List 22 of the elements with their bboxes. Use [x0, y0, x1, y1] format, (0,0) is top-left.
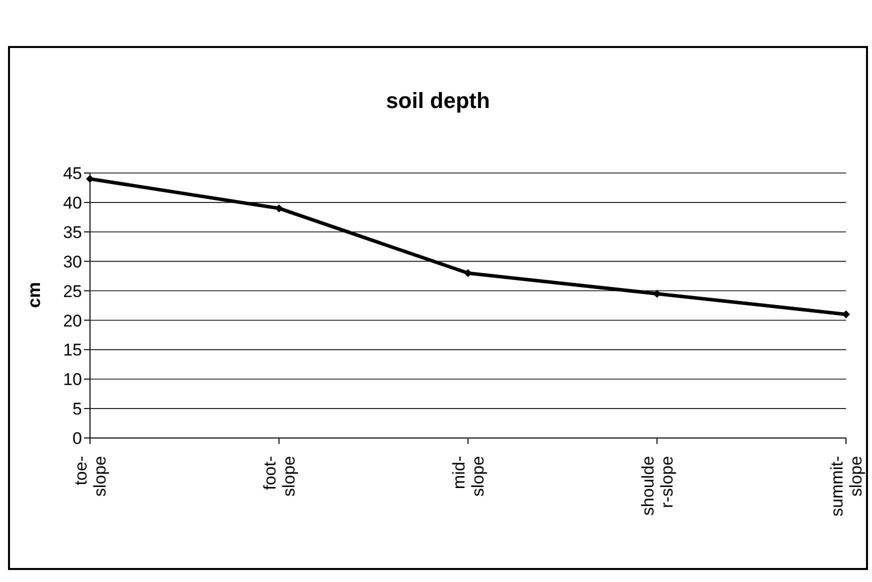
y-tick-label: 15: [63, 340, 82, 360]
y-tick-label: 30: [63, 252, 82, 272]
y-tick-label: 40: [63, 193, 82, 212]
chart-title: soil depth: [385, 88, 491, 114]
y-tick-label: 35: [63, 222, 82, 242]
y-tick-label: 45: [63, 164, 82, 184]
x-tick-label: mid- slope: [450, 456, 488, 497]
x-tick-label: shoulde r-slope: [638, 456, 676, 516]
x-tick-label: toe- slope: [72, 456, 110, 497]
y-tick-label: 25: [63, 282, 82, 301]
y-tick-label: 0: [72, 429, 82, 448]
y-axis-title: cm: [24, 282, 45, 308]
point: [653, 290, 661, 298]
y-tick-label: 10: [63, 370, 82, 390]
x-tick-label: foot- slope: [260, 456, 298, 497]
x-tick-label: summit- slope: [828, 456, 866, 516]
y-tick-label: 20: [63, 311, 82, 330]
point: [275, 204, 283, 212]
y-tick-label: 5: [72, 400, 82, 419]
point: [86, 174, 94, 183]
point: [842, 310, 850, 318]
point: [464, 269, 472, 278]
